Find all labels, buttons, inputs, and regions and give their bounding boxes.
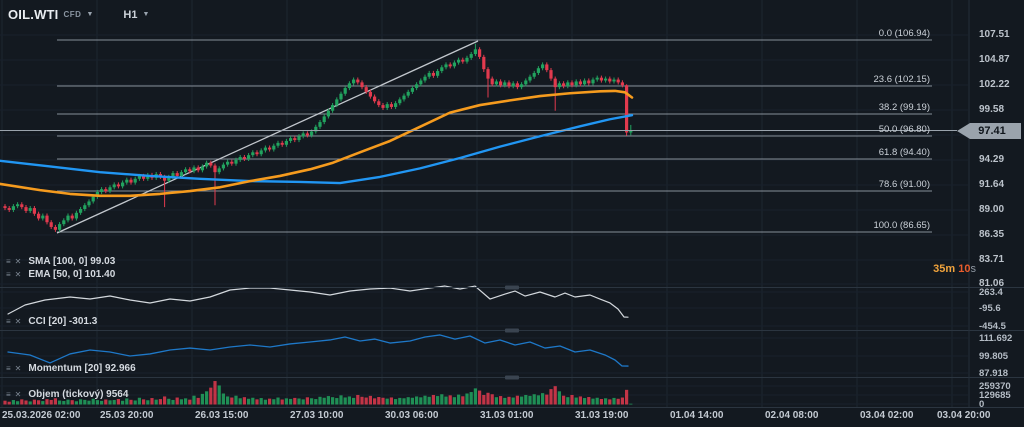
price-axis-label: 102.22 (979, 79, 1010, 90)
price-axis-label: 89.00 (979, 204, 1005, 215)
time-axis-label: 26.03 15:00 (195, 410, 249, 421)
indicator-row-sma: ≡ ✕ SMA [100, 0] 99.03 (6, 256, 115, 267)
indicator-settings-icon[interactable]: ≡ (6, 317, 11, 326)
indicator-label: Momentum [20] 92.966 (28, 363, 136, 374)
indicator-close-icon[interactable]: ✕ (14, 270, 22, 279)
timeframe-selector[interactable]: H1 (123, 8, 138, 21)
countdown-seconds-suffix: s (970, 263, 977, 275)
time-axis-label: 31.03 01:00 (480, 410, 534, 421)
price-axis-label: 107.51 (979, 29, 1010, 40)
price-axis-label: 99.58 (979, 104, 1005, 115)
countdown-minutes: 35m (933, 263, 956, 275)
indicator-label: SMA [100, 0] 99.03 (28, 256, 116, 267)
fib-level-label: 38.2 (99.19) (878, 102, 930, 113)
cci-axis-label: -454.5 (979, 321, 1006, 332)
fib-level-label: 0.0 (106.94) (878, 28, 930, 39)
indicator-label: CCI [20] -301.3 (28, 316, 98, 327)
time-axis-label: 02.04 08:00 (765, 410, 819, 421)
indicator-label: Objem (tickový) 9564 (28, 389, 129, 400)
timeframe-dropdown-caret-icon[interactable]: ▼ (142, 11, 150, 18)
momentum-axis-label: 87.918 (979, 368, 1009, 379)
time-axis-label: 30.03 06:00 (385, 410, 439, 421)
momentum-axis-label: 99.805 (979, 351, 1009, 362)
fib-level-label: 78.6 (91.00) (878, 179, 930, 190)
time-axis-label: 31.03 19:00 (575, 410, 629, 421)
time-axis-label: 25.03 20:00 (100, 410, 154, 421)
symbol-name[interactable]: OIL.WTI (8, 7, 59, 22)
indicator-close-icon[interactable]: ✕ (14, 364, 22, 373)
time-axis-label: 03.04 02:00 (860, 410, 914, 421)
volume-axis-label: 129685 (979, 390, 1011, 401)
volume-axis-label: 259370 (979, 381, 1011, 392)
fib-level-label: 23.6 (102.15) (873, 74, 930, 85)
indicator-settings-icon[interactable]: ≡ (6, 364, 11, 373)
price-axis-label: 104.87 (979, 54, 1010, 65)
momentum-axis-label: 111.692 (979, 333, 1013, 344)
time-axis-label: 27.03 10:00 (290, 410, 344, 421)
chart-header: OIL.WTI CFD ▼ H1 ▼ (8, 7, 149, 22)
current-price-tag: 97.41 (957, 123, 1021, 139)
instrument-type-badge: CFD (63, 10, 82, 19)
indicator-row-ema: ≡ ✕ EMA [50, 0] 101.40 (6, 269, 115, 280)
time-axis-label: 25.03.2026 02:00 (2, 410, 81, 421)
indicator-row-volume: ≡ ✕ Objem (tickový) 9564 (6, 389, 128, 400)
indicator-close-icon[interactable]: ✕ (14, 317, 22, 326)
indicator-close-icon[interactable]: ✕ (14, 390, 22, 399)
cci-axis-label: -95.6 (979, 303, 1001, 314)
price-axis-label: 81.06 (979, 278, 1005, 289)
indicator-label: EMA [50, 0] 101.40 (28, 269, 116, 280)
cci-axis-label: 263.4 (979, 287, 1003, 298)
indicator-settings-icon[interactable]: ≡ (6, 270, 11, 279)
fib-level-label: 50.0 (96.80) (878, 124, 930, 135)
indicator-settings-icon[interactable]: ≡ (6, 257, 11, 266)
countdown-seconds: 10 (958, 263, 971, 275)
price-axis-label: 83.71 (979, 254, 1005, 265)
fib-level-label: 61.8 (94.40) (878, 147, 930, 158)
time-axis-label: 01.04 14:00 (670, 410, 724, 421)
indicator-row-cci: ≡ ✕ CCI [20] -301.3 (6, 316, 97, 327)
fib-level-label: 100.0 (86.65) (873, 220, 930, 231)
time-axis-label: 03.04 20:00 (937, 410, 991, 421)
indicator-row-momentum: ≡ ✕ Momentum [20] 92.966 (6, 363, 136, 374)
price-axis-label: 94.29 (979, 154, 1005, 165)
volume-axis-label: 0 (979, 399, 985, 410)
candle-countdown-timer: 35m 10s (876, 263, 976, 275)
indicator-close-icon[interactable]: ✕ (14, 257, 22, 266)
symbol-dropdown-caret-icon[interactable]: ▼ (86, 11, 94, 18)
price-axis-label: 86.35 (979, 229, 1005, 240)
indicator-settings-icon[interactable]: ≡ (6, 390, 11, 399)
price-axis-label: 91.64 (979, 179, 1005, 190)
